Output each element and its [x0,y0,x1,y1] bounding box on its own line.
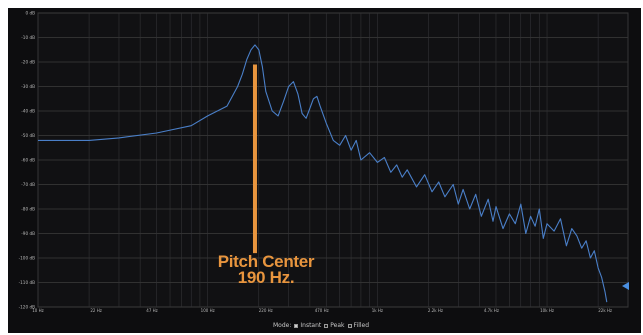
pitch-center-annotation: Pitch Center 190 Hz. [196,252,336,287]
x-tick-label: 100 Hz [201,308,215,313]
spectrum-line [38,44,608,303]
y-tick-label: -100 dB [19,256,35,261]
y-tick-label: -110 dB [19,280,35,285]
x-tick-label: 22k Hz [598,308,612,313]
y-tick-label: -20 dB [21,60,35,65]
y-tick-label: -60 dB [21,158,35,163]
y-tick-label: 0 dB [25,11,35,16]
mode-peak-checkbox[interactable] [324,323,329,328]
y-tick-label: -40 dB [21,109,35,114]
mode-filled-checkbox[interactable] [347,323,352,328]
x-tick-label: 470 Hz [315,308,329,313]
y-tick-label: -10 dB [21,35,35,40]
y-tick-label: -120 dB [19,305,35,310]
mode-label: Mode: [273,322,292,329]
mode-peak-option[interactable]: Peak [324,322,345,329]
mode-instant-option[interactable]: Instant [294,322,321,329]
mode-filled-option[interactable]: Filled [347,322,370,329]
x-tick-label: 4.7k Hz [484,308,499,313]
pitch-center-line2: 190 Hz. [237,268,295,287]
pitch-center-line1: Pitch Center [217,252,315,271]
x-tick-label: 47 Hz [146,308,157,313]
x-tick-label: 22 Hz [90,308,101,313]
mode-instant-label: Instant [300,322,322,329]
y-tick-label: -50 dB [21,133,35,138]
y-tick-label: -80 dB [21,207,35,212]
y-tick-label: -70 dB [21,182,35,187]
x-tick-label: 220 Hz [259,308,273,313]
y-tick-label: -90 dB [21,231,35,236]
y-tick-label: -30 dB [21,84,35,89]
level-marker-icon[interactable] [622,282,629,290]
x-tick-label: 2.2k Hz [428,308,443,313]
mode-instant-checkbox[interactable] [294,323,299,328]
spectrum-plot: 0 dB -10 dB -20 dB -30 dB -40 dB -50 dB -60 dB… [19,11,629,313]
x-tick-label: 10k Hz [540,308,554,313]
mode-peak-label: Peak [330,322,345,329]
x-tick-label: 1k Hz [372,308,383,313]
mode-filled-label: Filled [353,322,370,329]
mode-bar: Mode: Instant Peak Filled [273,322,369,329]
x-tick-label: 10 Hz [32,308,43,313]
spectrum-analyzer: 0 dB -10 dB -20 dB -30 dB -40 dB -50 dB -60 dB… [8,8,641,333]
